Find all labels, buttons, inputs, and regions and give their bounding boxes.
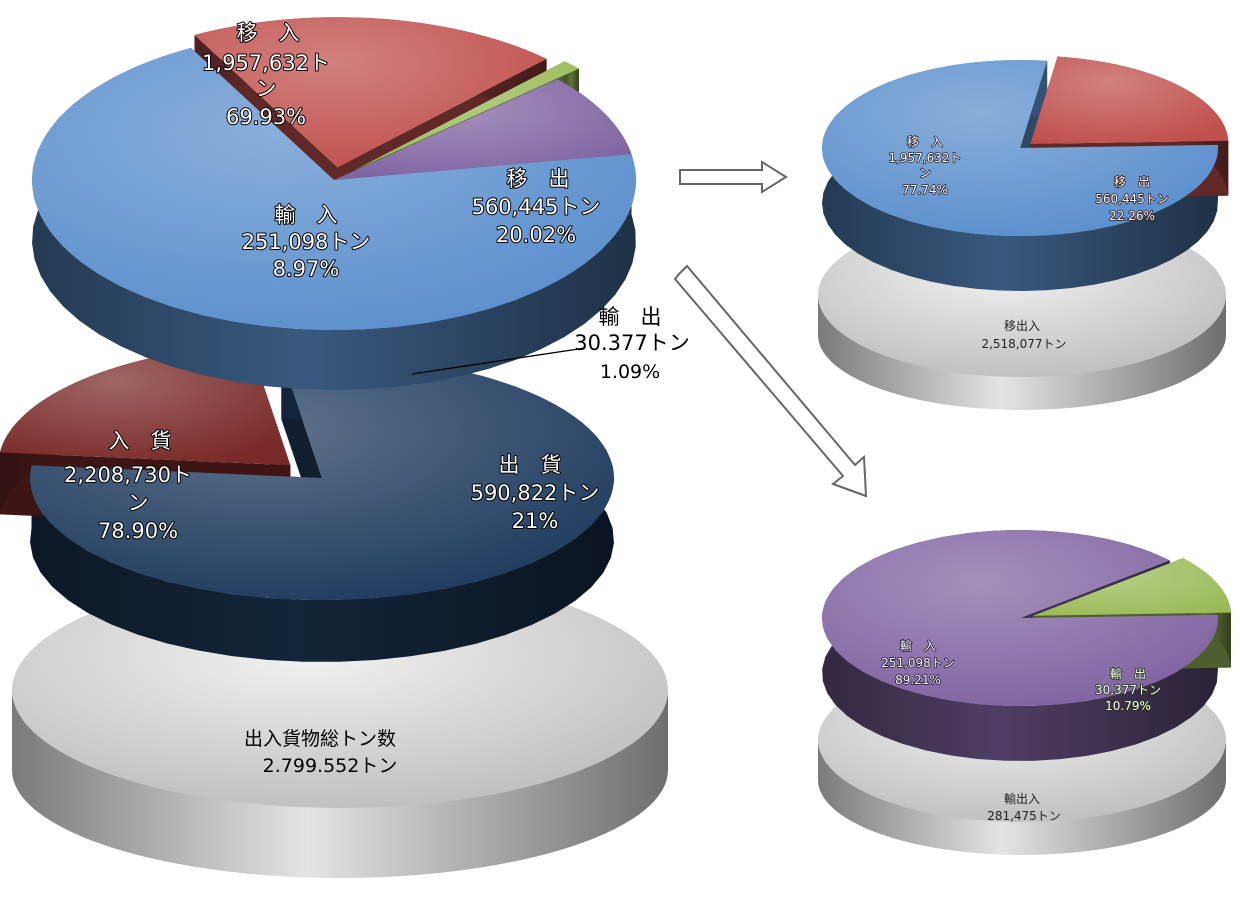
right-domestic-total-value: 2,518,077トン <box>981 337 1066 351</box>
base-disc-foreign-side <box>818 740 1226 855</box>
right-domestic-in-value-wrap: ン <box>919 166 931 180</box>
label-export: 輸 出 30.377トン 1.09% <box>574 305 689 383</box>
slice-shine-2 <box>355 61 579 170</box>
label-import: 輸 入 251,098トン 8.97% <box>241 202 372 282</box>
slice-shine-0 <box>822 530 1218 706</box>
right-import-percent: 89.21% <box>895 673 941 687</box>
slice-shine-0 <box>821 60 1218 237</box>
right-export-value: 30,377トン <box>1095 683 1161 697</box>
label-domestic-in: 移 入 1,957,632ト ン 69.93% <box>201 20 331 130</box>
export-percent: 1.09% <box>600 361 660 383</box>
total-value: 2.799.552トン <box>263 755 398 777</box>
pie-domestic <box>821 56 1229 291</box>
right-domestic-out-label: 移 出 <box>1114 175 1150 189</box>
inbound-value-wrap: ン <box>128 491 149 515</box>
right-domestic-in-value: 1,957,632ト <box>888 151 961 165</box>
slice-shine-0 <box>31 47 637 330</box>
outbound-percent: 21% <box>512 509 559 533</box>
domestic-out-label: 移 出 <box>507 167 570 191</box>
slice-shine-1 <box>1033 558 1231 616</box>
outbound-value: 590,822トン <box>471 481 600 505</box>
right-foreign-total-label: 輸出入 <box>1004 791 1040 806</box>
slice-shine-0 <box>29 356 615 600</box>
base-disc-domestic-side <box>818 295 1226 410</box>
domestic-out-value: 560,445トン <box>472 195 601 219</box>
import-value: 251,098トン <box>242 230 371 254</box>
slice-shine-1 <box>1030 56 1229 144</box>
import-percent: 8.97% <box>273 257 340 281</box>
pie-foreign <box>822 530 1231 761</box>
pie-trade <box>31 17 637 390</box>
label-right-domestic-in: 移 入 1,957,632ト ン 77.74% <box>888 134 963 198</box>
label-outbound: 出 貨 590,822トン 21% <box>470 452 601 534</box>
domestic-in-value-wrap: ン <box>256 77 277 101</box>
outbound-label: 出 貨 <box>499 453 562 477</box>
total-label: 出入貨物総トン数 <box>244 728 396 750</box>
label-domestic-out: 移 出 560,445トン 20.02% <box>471 166 602 248</box>
domestic-in-percent: 69.93% <box>226 105 306 129</box>
slice-shine-3 <box>334 79 632 180</box>
label-inbound: 入 貨 2,208,730ト ン 78.90% <box>63 428 193 544</box>
domestic-out-percent: 20.02% <box>496 223 576 247</box>
label-right-import: 輸 入 251,098トン 89.21% <box>880 637 955 688</box>
label-right-domestic-out: 移 出 560,445トン 22.26% <box>1094 174 1169 224</box>
inbound-value: 2,208,730ト <box>64 463 192 487</box>
right-domestic-out-value: 560,445トン <box>1095 192 1169 206</box>
label-right-export: 輸 出 30,377トン 10.79% <box>1094 665 1162 714</box>
domestic-in-label: 移 入 <box>237 21 300 45</box>
label-right-foreign-total: 輸出入 281,475トン <box>987 791 1061 823</box>
inbound-percent: 78.90% <box>98 519 178 543</box>
right-export-percent: 10.79% <box>1105 699 1151 713</box>
right-domestic-in-percent: 77.74% <box>902 183 948 197</box>
import-label: 輸 入 <box>275 203 338 227</box>
right-domestic-out-percent: 22.26% <box>1109 209 1155 223</box>
slice-shine-1 <box>194 17 547 168</box>
right-import-value: 251,098トン <box>881 656 955 670</box>
export-label: 輸 出 <box>599 305 662 329</box>
arrow-diagonal-icon <box>673 264 868 498</box>
right-domestic-in-label: 移 入 <box>907 135 943 149</box>
right-import-label: 輸 入 <box>900 638 936 653</box>
arrow-right-icon <box>679 160 788 194</box>
export-value: 30.377トン <box>574 331 689 355</box>
leader-line-export <box>411 347 586 375</box>
label-total: 出入貨物総トン数 2.799.552トン <box>244 728 397 777</box>
right-export-label: 輸 出 <box>1110 666 1146 681</box>
inbound-label: 入 貨 <box>109 429 172 453</box>
base-disc-side <box>12 690 668 878</box>
right-domestic-total-label: 移出入 <box>1004 319 1040 333</box>
right-foreign-total-value: 281,475トン <box>987 809 1061 823</box>
label-right-domestic-total: 移出入 2,518,077トン <box>981 319 1066 351</box>
domestic-in-value: 1,957,632ト <box>202 51 330 75</box>
